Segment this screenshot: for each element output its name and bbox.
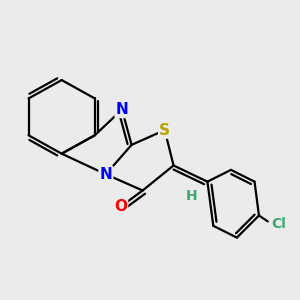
Text: Cl: Cl bbox=[272, 217, 286, 231]
Text: N: N bbox=[116, 102, 128, 117]
Text: O: O bbox=[114, 199, 127, 214]
Text: H: H bbox=[185, 189, 197, 203]
Text: N: N bbox=[100, 167, 112, 182]
Text: S: S bbox=[159, 123, 170, 138]
